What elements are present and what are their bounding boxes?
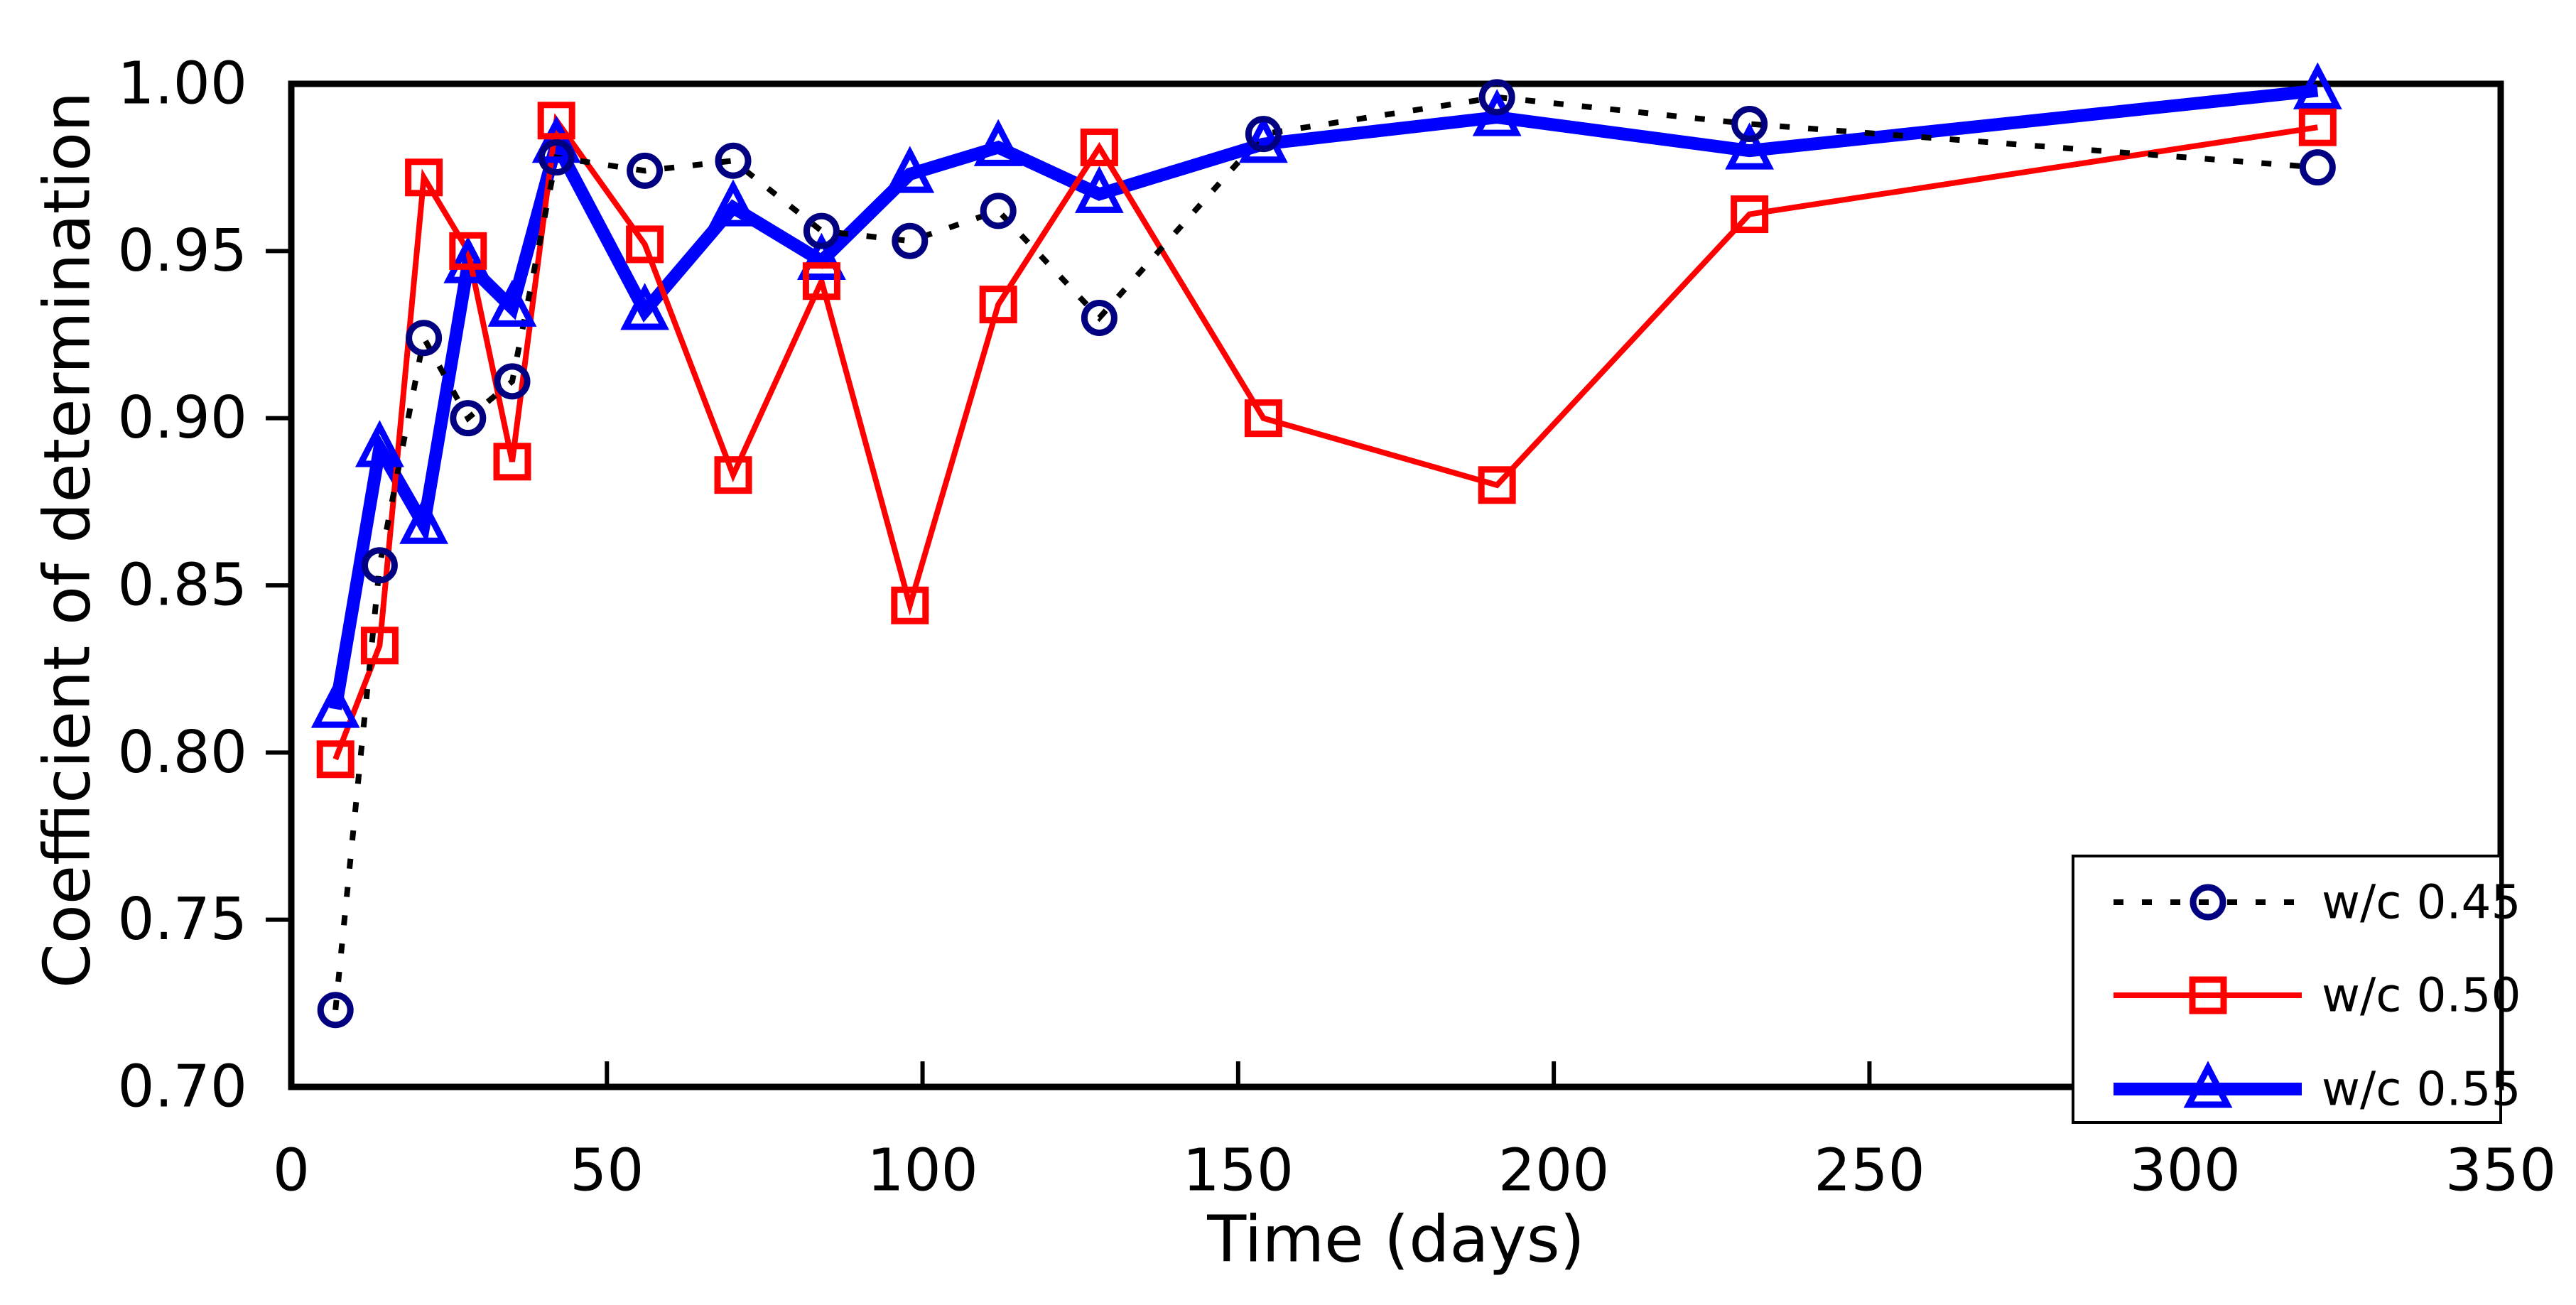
- y-tick-label: 0.75: [117, 886, 247, 953]
- legend-samples: [2114, 884, 2302, 1108]
- triangle-marker: [1074, 166, 1124, 213]
- circle-marker: [715, 142, 752, 179]
- y-tick-label: 0.80: [117, 719, 247, 786]
- square-marker: [449, 232, 487, 270]
- x-tick-label: 350: [2445, 1137, 2557, 1205]
- legend-label-wc055: w/c 0.55: [2322, 1062, 2521, 1117]
- circle-marker: [406, 320, 443, 357]
- square-marker: [1080, 128, 1118, 166]
- triangle-marker: [973, 119, 1023, 166]
- triangle-marker: [620, 283, 670, 330]
- square-marker: [1478, 466, 1516, 504]
- triangle-marker: [399, 497, 449, 544]
- y-tick-label: 0.90: [117, 384, 247, 452]
- y-axis-title: Coefficient of determination: [31, 92, 105, 988]
- circle-marker: [892, 222, 929, 259]
- square-marker: [714, 456, 752, 494]
- y-tick-label: 1.00: [117, 50, 247, 118]
- circle-marker: [627, 152, 664, 189]
- circle-marker: [1081, 299, 1117, 336]
- plot-area: 0 50 100 150 200 250 300 350 1.00 0.95 0.90 0.85 0.8…: [117, 50, 2556, 1205]
- triangle-marker: [310, 681, 360, 728]
- circle-marker: [803, 212, 840, 249]
- series-line-w-c-0-45: [332, 94, 2318, 1011]
- x-tick-label: 200: [1498, 1137, 1610, 1205]
- x-tick-label: 250: [1814, 1137, 1925, 1205]
- triangle-marker: [443, 236, 493, 283]
- square-marker: [626, 225, 664, 264]
- triangle-marker: [531, 115, 581, 163]
- triangle-marker: [1472, 89, 1522, 136]
- square-marker: [2189, 976, 2227, 1014]
- square-marker: [316, 740, 355, 779]
- square-marker: [2298, 108, 2337, 146]
- series-markers-w-c-0-50: [316, 102, 2337, 779]
- x-tick-label: 300: [2129, 1137, 2241, 1205]
- circle-marker: [2190, 884, 2226, 921]
- circle-marker: [1478, 79, 1515, 116]
- y-tick-label: 0.70: [117, 1054, 247, 1121]
- legend: w/c 0.45 w/c 0.50 w/c 0.55: [2072, 855, 2521, 1124]
- legend-label-wc045: w/c 0.45: [2322, 875, 2521, 930]
- triangle-marker: [2183, 1061, 2233, 1108]
- circle-marker: [361, 547, 398, 584]
- triangle-marker: [885, 146, 935, 193]
- square-marker: [537, 102, 575, 140]
- circle-marker: [450, 400, 487, 437]
- triangle-marker: [487, 279, 537, 327]
- circle-marker: [494, 363, 531, 400]
- square-marker: [1244, 399, 1282, 438]
- y-tick-label: 0.85: [117, 552, 247, 619]
- series-line-w-c-0-55: [329, 84, 2319, 710]
- circle-marker: [2299, 149, 2336, 186]
- circle-marker: [1245, 116, 1282, 153]
- triangle-marker: [2293, 62, 2342, 109]
- triangle-marker: [1725, 122, 1775, 170]
- x-tick-label: 100: [867, 1137, 978, 1205]
- x-tick-label: 150: [1183, 1137, 1294, 1205]
- x-axis-title: Time (days): [1206, 1203, 1585, 1277]
- series-markers-w-c-0-55: [310, 62, 2342, 728]
- square-marker: [891, 586, 929, 624]
- square-marker: [1731, 195, 1769, 234]
- legend-label-wc050: w/c 0.50: [2322, 968, 2521, 1023]
- y-tick-label: 0.95: [117, 217, 247, 285]
- triangle-marker: [708, 179, 758, 227]
- square-marker: [360, 627, 399, 665]
- square-marker: [405, 158, 443, 197]
- triangle-marker: [355, 420, 404, 467]
- triangle-marker: [796, 232, 846, 280]
- circle-marker: [1731, 105, 1768, 142]
- square-marker: [493, 443, 531, 481]
- square-marker: [802, 262, 840, 300]
- square-marker: [979, 286, 1017, 324]
- series-markers-w-c-0-45: [317, 79, 2336, 1029]
- circle-marker: [980, 193, 1017, 229]
- x-tick-label: 50: [570, 1137, 644, 1205]
- series-line-w-c-0-50: [332, 113, 2318, 761]
- circle-marker: [538, 139, 575, 176]
- circle-marker: [317, 992, 354, 1029]
- x-tick-label: 0: [273, 1137, 310, 1205]
